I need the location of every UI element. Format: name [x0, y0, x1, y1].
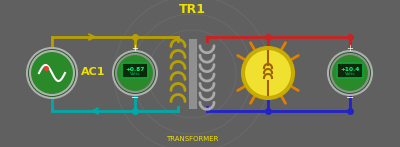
Text: TRANSFORMER: TRANSFORMER [166, 136, 218, 142]
Text: Volts: Volts [345, 72, 355, 76]
Text: AC1: AC1 [81, 67, 106, 77]
Circle shape [242, 47, 294, 99]
Circle shape [328, 51, 372, 95]
Circle shape [116, 54, 154, 92]
Circle shape [331, 54, 369, 92]
FancyBboxPatch shape [337, 63, 363, 78]
Text: +: + [132, 44, 138, 53]
Text: −: − [346, 92, 354, 102]
Text: Volts: Volts [130, 72, 140, 76]
Circle shape [30, 51, 74, 95]
Text: +0.87: +0.87 [125, 67, 145, 72]
Text: +: + [346, 44, 354, 53]
Circle shape [244, 49, 292, 97]
Circle shape [27, 48, 77, 98]
Text: TR1: TR1 [178, 2, 206, 15]
Text: −: − [131, 92, 139, 102]
FancyBboxPatch shape [122, 63, 148, 78]
Circle shape [113, 51, 157, 95]
Text: +10.4: +10.4 [340, 67, 360, 72]
